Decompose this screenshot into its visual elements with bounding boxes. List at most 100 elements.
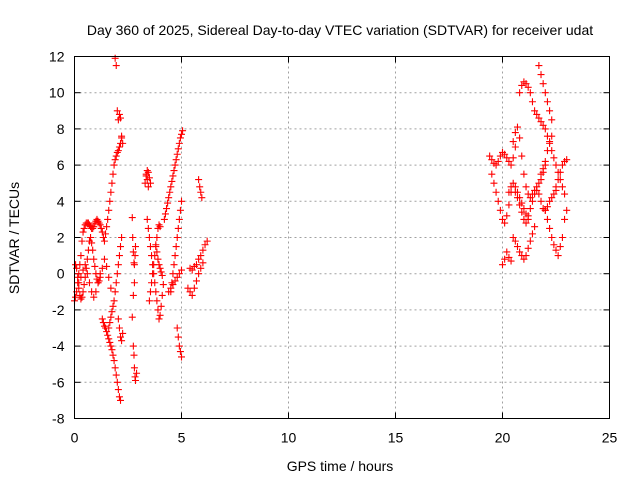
data-point [112, 62, 120, 70]
data-point [169, 172, 177, 180]
data-point [114, 386, 122, 394]
data-point [151, 252, 159, 260]
data-point [114, 261, 122, 269]
data-point [539, 80, 547, 88]
x-tick-label: 0 [71, 430, 79, 446]
data-point [115, 110, 123, 118]
data-point [109, 302, 117, 310]
data-point [531, 107, 539, 115]
data-point [97, 224, 105, 232]
x-tick-label: 15 [388, 430, 404, 446]
data-point [153, 234, 161, 241]
data-point [145, 297, 153, 305]
data-point [88, 239, 96, 247]
data-point [100, 255, 108, 263]
data-point [130, 351, 138, 359]
data-point [157, 302, 165, 310]
data-point [94, 279, 102, 287]
data-point [153, 248, 161, 256]
data-point [528, 230, 536, 238]
data-point [503, 248, 511, 256]
data-point [171, 161, 179, 169]
data-point [518, 199, 526, 207]
data-point [503, 212, 511, 220]
data-point [155, 315, 163, 323]
data-point [546, 139, 554, 147]
data-point [561, 190, 569, 198]
x-tick-label: 5 [178, 430, 186, 446]
data-point [548, 234, 556, 241]
data-point [535, 114, 543, 122]
data-point [535, 179, 543, 187]
data-point [96, 221, 104, 229]
data-point [112, 371, 120, 379]
data-point [543, 215, 551, 223]
data-point [115, 143, 123, 151]
data-point [550, 241, 558, 249]
data-point [106, 338, 114, 346]
data-point [548, 116, 556, 124]
data-point [543, 203, 551, 211]
data-point [167, 284, 175, 292]
data-point [173, 234, 181, 241]
data-point [165, 194, 173, 202]
data-point [171, 252, 179, 260]
data-point [113, 270, 121, 278]
data-point [166, 188, 174, 196]
data-point [156, 223, 164, 231]
data-point [115, 324, 123, 332]
data-point [563, 156, 571, 164]
data-point [99, 319, 107, 327]
data-point [129, 342, 137, 350]
data-point [175, 139, 183, 147]
data-point [522, 210, 530, 218]
data-point [199, 259, 207, 267]
data-point [494, 197, 502, 205]
data-point [203, 237, 211, 245]
data-point [117, 243, 125, 251]
data-point [77, 273, 85, 281]
data-point [164, 199, 172, 207]
data-point [100, 237, 108, 245]
data-point [513, 123, 521, 131]
data-point [146, 288, 154, 296]
data-point [83, 270, 91, 278]
data-point [518, 152, 526, 160]
data-point [528, 98, 536, 106]
data-point [501, 150, 509, 158]
data-point [110, 297, 118, 305]
data-point [176, 348, 184, 356]
data-point [155, 261, 163, 269]
data-point [537, 118, 545, 126]
data-point [522, 80, 530, 88]
data-point [507, 161, 515, 169]
data-point [105, 324, 113, 332]
data-point [107, 313, 115, 321]
data-point [490, 179, 498, 187]
data-point [144, 168, 152, 176]
data-point [169, 270, 177, 278]
data-point [541, 206, 549, 214]
data-point [196, 183, 204, 191]
data-point [119, 139, 127, 147]
data-point [486, 152, 494, 160]
data-point [558, 183, 566, 191]
data-point [153, 297, 161, 305]
data-point [146, 179, 154, 187]
data-point [117, 396, 125, 404]
data-point [524, 83, 532, 91]
data-point [197, 252, 205, 260]
data-point [117, 114, 125, 122]
y-tick-label: 0 [57, 266, 65, 282]
data-point [128, 313, 136, 321]
data-point [108, 346, 116, 354]
data-point [77, 295, 85, 303]
y-tick-label: 12 [49, 49, 65, 65]
data-point [192, 261, 200, 269]
y-tick-label: 6 [57, 157, 65, 173]
data-point [131, 243, 139, 251]
data-point [118, 132, 126, 140]
data-point [186, 288, 194, 296]
data-point [198, 194, 206, 202]
